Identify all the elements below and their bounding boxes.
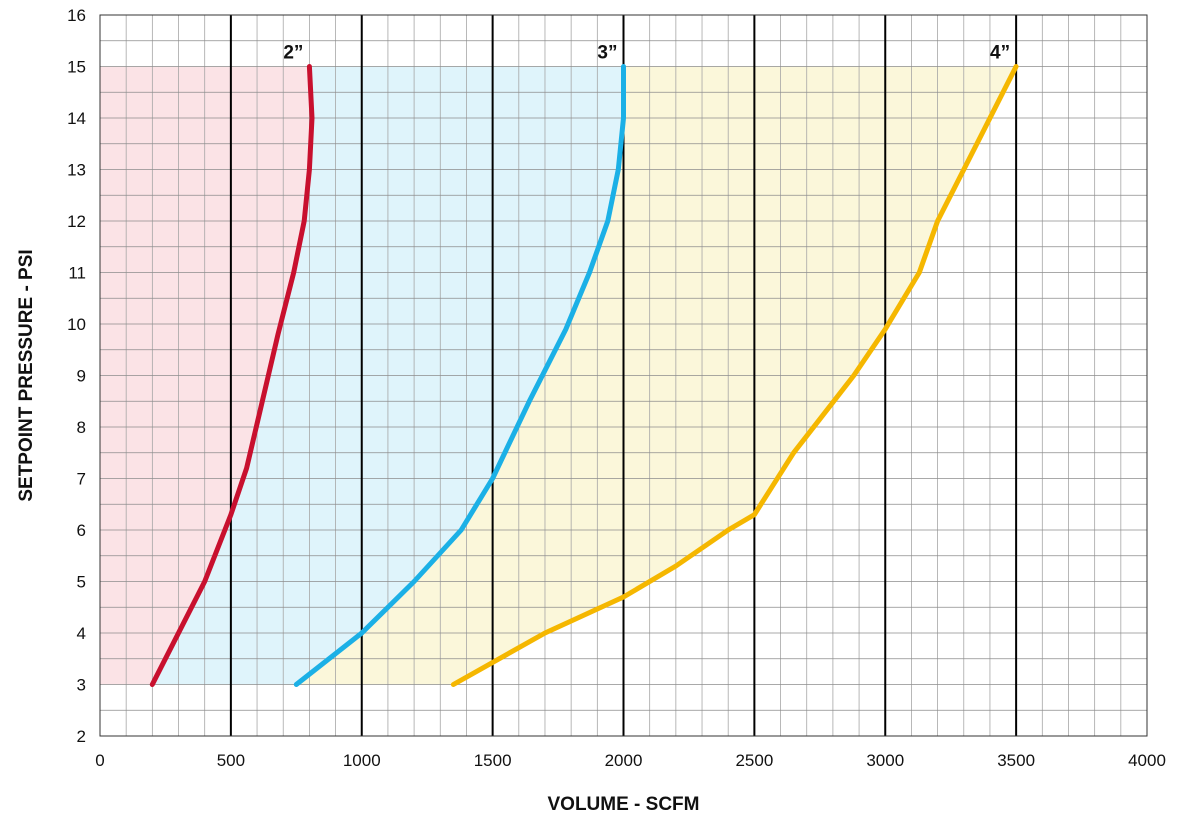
x-tick-label: 3000 bbox=[866, 751, 904, 770]
y-tick-labels: 2 3 4 5 6 7 8 9 10 11 12 13 14 15 16 bbox=[67, 6, 86, 746]
x-tick-label: 500 bbox=[217, 751, 245, 770]
x-tick-label: 3500 bbox=[997, 751, 1035, 770]
x-tick-label: 2000 bbox=[605, 751, 643, 770]
x-tick-label: 1500 bbox=[474, 751, 512, 770]
y-tick-label: 3 bbox=[77, 676, 86, 695]
x-tick-label: 2500 bbox=[735, 751, 773, 770]
y-tick-label: 11 bbox=[68, 264, 86, 283]
series-label-2: 3” bbox=[597, 43, 617, 64]
y-axis-title: SETPOINT PRESSURE - PSI bbox=[16, 249, 37, 501]
y-tick-label: 2 bbox=[77, 727, 86, 746]
y-tick-label: 6 bbox=[77, 521, 86, 540]
y-tick-label: 13 bbox=[67, 161, 86, 180]
y-tick-label: 14 bbox=[67, 109, 86, 128]
series-line-3 bbox=[450, 64, 1019, 687]
y-tick-label: 15 bbox=[67, 58, 86, 77]
y-tick-label: 4 bbox=[77, 624, 86, 643]
series-labels: 2” 3” 4” bbox=[283, 43, 1010, 64]
y-tick-label: 16 bbox=[67, 6, 86, 25]
major-gridlines bbox=[229, 15, 1018, 736]
x-tick-label: 0 bbox=[95, 751, 104, 770]
y-tick-label: 5 bbox=[77, 573, 86, 592]
series-label-1: 2” bbox=[283, 43, 303, 64]
series-line-1 bbox=[149, 64, 315, 687]
y-tick-label: 7 bbox=[77, 470, 86, 489]
y-tick-label: 10 bbox=[67, 315, 86, 334]
plot-border bbox=[99, 14, 1148, 737]
x-tick-label: 1000 bbox=[343, 751, 381, 770]
y-tick-label: 9 bbox=[77, 367, 86, 386]
x-tick-labels: 0 500 1000 1500 2000 2500 3000 3500 4000 bbox=[95, 751, 1166, 770]
y-tick-label: 12 bbox=[67, 212, 86, 231]
series-lines bbox=[149, 64, 1019, 687]
series-line-2 bbox=[293, 64, 626, 687]
y-tick-label: 8 bbox=[77, 418, 86, 437]
x-axis-title: VOLUME - SCFM bbox=[548, 794, 700, 815]
series-label-3: 4” bbox=[990, 43, 1010, 64]
x-tick-label: 4000 bbox=[1128, 751, 1166, 770]
